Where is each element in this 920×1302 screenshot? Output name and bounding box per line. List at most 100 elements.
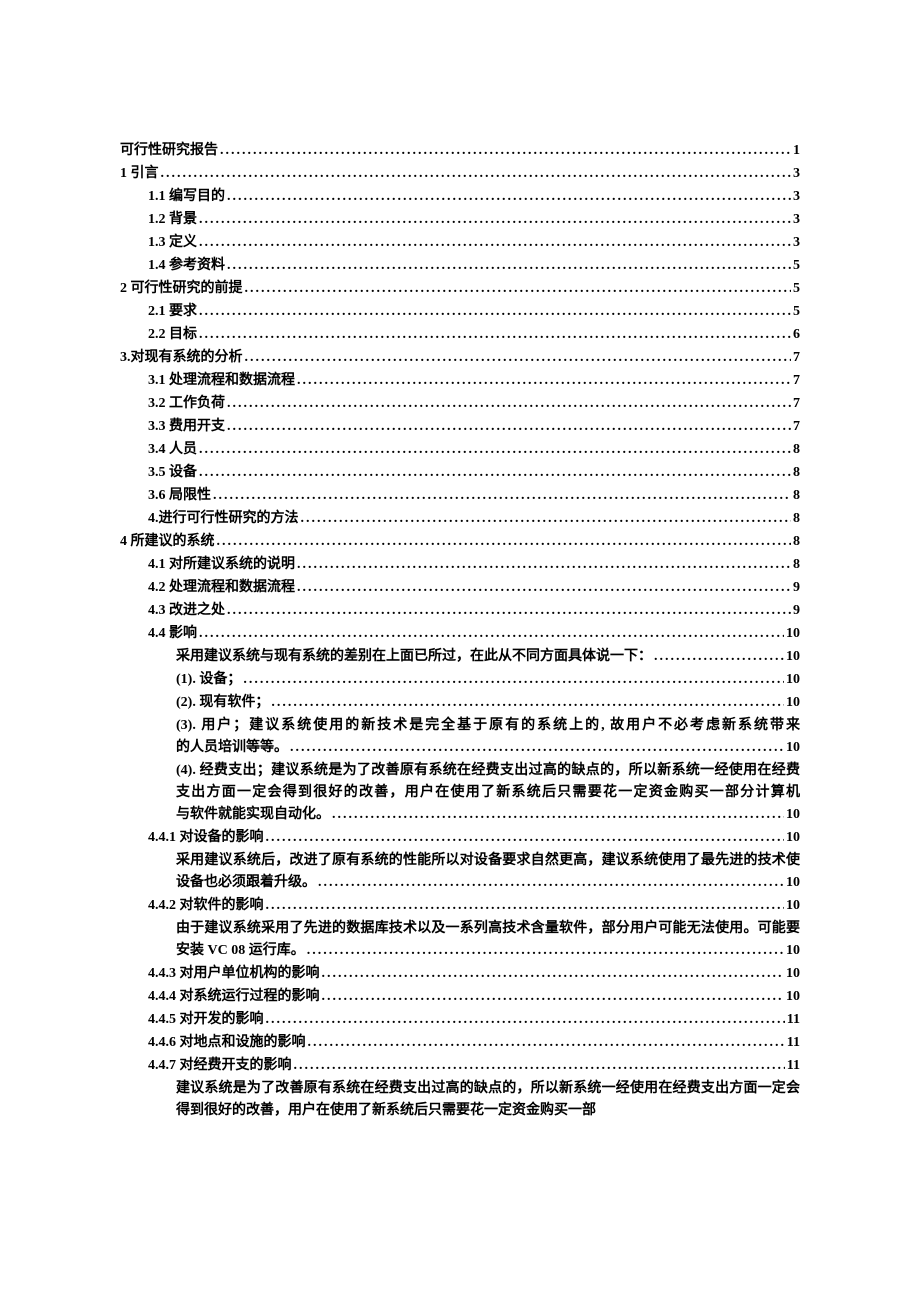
toc-entry[interactable]: 4 所建议的系统 8 [120,531,800,553]
toc-label: 3.5 设备 [148,462,197,484]
toc-label: 3.4 人员 [148,439,197,461]
toc-label-prefix: 采用建议系统后，改进了原有系统的性能所以对设备要求自然更高，建议系统使用了最先进… [176,850,800,872]
toc-label: 1.1 编写目的 [148,186,225,208]
toc-dots [322,963,785,985]
toc-dots [322,986,785,1008]
toc-last-line: 设备也必须跟着升级。10 [176,872,800,894]
toc-page: 3 [793,232,800,254]
toc-label: 3.对现有系统的分析 [120,347,243,369]
toc-last-line: 安装 VC 08 运行库。10 [176,940,800,962]
toc-dots [227,416,791,438]
toc-entry[interactable]: 4.4.4 对系统运行过程的影响 10 [120,986,800,1008]
toc-entry[interactable]: 4.1 对所建议系统的说明8 [120,554,800,576]
toc-label: 4 所建议的系统 [120,531,215,553]
toc-label-prefix: 由于建议系统采用了先进的数据库技术以及一系列高技术含量软件，部分用户可能无法使用… [176,918,800,940]
toc-label-suffix: 的人员培训等等。 [176,737,288,759]
toc-label: 4.4.6 对地点和设施的影响 [148,1032,306,1054]
toc-label: 3.2 工作负荷 [148,393,225,415]
toc-page: 8 [793,531,800,553]
toc-page: 6 [793,324,800,346]
toc-entry[interactable]: 4.4 影响10 [120,623,800,645]
toc-label: (2). 现有软件； [176,692,269,714]
toc-entry[interactable]: 4.2 处理流程和数据流程9 [120,577,800,599]
toc-entry[interactable]: 3.对现有系统的分析 7 [120,347,800,369]
toc-entry[interactable]: 1.1 编写目的 3 [120,186,800,208]
toc-label: 1.3 定义 [148,232,197,254]
toc-label: 采用建议系统与现有系统的差别在上面已所过，在此从不同方面具体说一下： [176,646,652,668]
toc-entry[interactable]: 4.3 改进之处9 [120,600,800,622]
toc-dots [199,623,784,645]
toc-entry[interactable]: (1). 设备；10 [120,669,800,691]
toc-page: 8 [793,439,800,461]
toc-entry[interactable]: 4.4.1 对设备的影响10 [120,827,800,849]
toc-page: 1 [793,140,800,162]
toc-page: 10 [786,623,800,645]
toc-page: 10 [786,804,800,826]
toc-entry[interactable]: 4.4.6 对地点和设施的影响11 [120,1032,800,1054]
toc-entry[interactable]: 3.6 局限性8 [120,485,800,507]
toc-entry[interactable]: 2.1 要求5 [120,301,800,323]
toc-dots [294,1055,785,1077]
toc-last-line: 的人员培训等等。 10 [176,737,800,759]
toc-page: 3 [793,163,800,185]
toc-page: 10 [786,737,800,759]
toc-label-prefix: (4). 经费支出；建议系统是为了改善原有系统在经费支出过高的缺点的，所以新系统… [176,760,800,804]
toc-dots [297,370,791,392]
toc-dots [217,531,792,553]
toc-label: 4.2 处理流程和数据流程 [148,577,295,599]
toc-label: 4.4.5 对开发的影响 [148,1009,264,1031]
toc-entry[interactable]: (2). 现有软件；10 [120,692,800,714]
toc-entry[interactable]: 采用建议系统与现有系统的差别在上面已所过，在此从不同方面具体说一下： 10 [120,646,800,668]
toc-entry[interactable]: 2 可行性研究的前提5 [120,278,800,300]
toc-page: 7 [793,393,800,415]
toc-last-line: 与软件就能实现自动化。 10 [176,804,800,826]
toc-dots [227,600,791,622]
toc-label: 1.2 背景 [148,209,197,231]
toc-entry[interactable]: 4.4.7 对经费开支的影响11 [120,1055,800,1077]
toc-dots [301,508,792,530]
toc-page: 10 [786,872,800,894]
toc-page: 8 [793,462,800,484]
toc-dots [297,577,791,599]
toc-dots [266,895,785,917]
toc-label: 1 引言 [120,163,159,185]
toc-label: 4.4.1 对设备的影响 [148,827,264,849]
toc-entry[interactable]: 可行性研究报告1 [120,140,800,162]
toc-label-suffix: 与软件就能实现自动化。 [176,804,330,826]
toc-dots [245,278,792,300]
toc-dots [220,140,791,162]
toc-entry[interactable]: 1.2 背景 3 [120,209,800,231]
toc-page: 10 [786,669,800,691]
toc-page: 7 [793,370,800,392]
toc-dots [266,1009,785,1031]
toc-label: 3.1 处理流程和数据流程 [148,370,295,392]
toc-entry[interactable]: 3.5 设备 8 [120,462,800,484]
toc-dots [199,209,791,231]
toc-dots [332,804,784,826]
toc-dots [199,462,791,484]
toc-label: 4.4.4 对系统运行过程的影响 [148,986,320,1008]
toc-entry[interactable]: 2.2 目标6 [120,324,800,346]
toc-dots [654,646,784,668]
toc-entry[interactable]: 4.进行可行性研究的方法8 [120,508,800,530]
toc-label: 2 可行性研究的前提 [120,278,243,300]
toc-page: 10 [786,646,800,668]
toc-entry-multiline: 由于建议系统采用了先进的数据库技术以及一系列高技术含量软件，部分用户可能无法使用… [120,918,800,962]
toc-entry[interactable]: 3.3 费用开支7 [120,416,800,438]
toc-entry[interactable]: 1 引言 3 [120,163,800,185]
toc-page: 3 [793,209,800,231]
toc-page: 7 [793,347,800,369]
toc-entry[interactable]: 1.3 定义 3 [120,232,800,254]
toc-dots [161,163,792,185]
toc-entry[interactable]: 3.1 处理流程和数据流程 7 [120,370,800,392]
toc-entry[interactable]: 4.4.5 对开发的影响11 [120,1009,800,1031]
toc-entry[interactable]: 3.2 工作负荷 7 [120,393,800,415]
toc-page: 10 [786,986,800,1008]
toc-label: 3.6 局限性 [148,485,211,507]
toc-entry[interactable]: 1.4 参考资料5 [120,255,800,277]
toc-entry[interactable]: 3.4 人员 8 [120,439,800,461]
toc-page: 3 [793,186,800,208]
toc-dots [318,872,784,894]
toc-entry[interactable]: 4.4.2 对软件的影响10 [120,895,800,917]
toc-entry[interactable]: 4.4.3 对用户单位机构的影响10 [120,963,800,985]
